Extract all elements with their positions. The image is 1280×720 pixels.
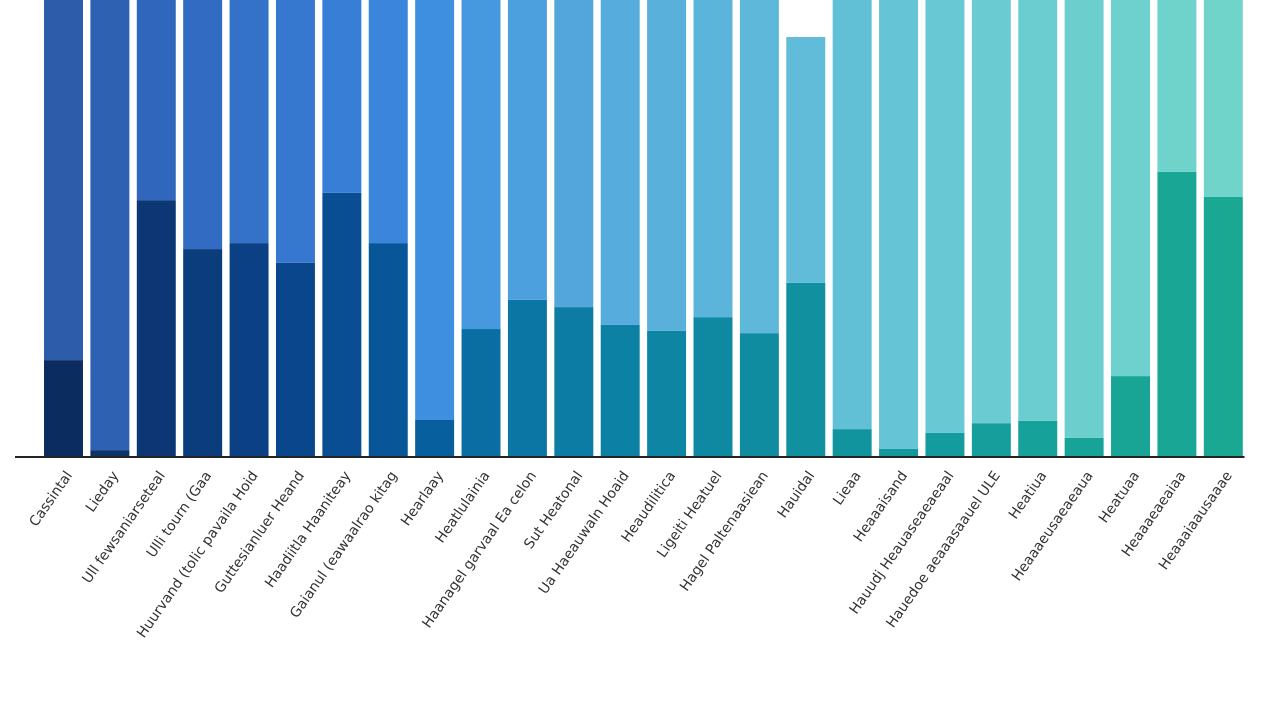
bar-segment <box>554 307 594 457</box>
bar-segment <box>461 0 501 330</box>
bar-segment <box>322 0 362 193</box>
bar-segment <box>739 0 779 334</box>
bar-segment <box>368 243 408 457</box>
bar-segment <box>275 0 315 263</box>
bar-segment <box>322 192 362 457</box>
bar-segment <box>832 429 872 457</box>
bar-segment <box>925 0 965 433</box>
bar-segment <box>1157 171 1197 457</box>
bar-segment <box>786 37 826 283</box>
bar-segment <box>1018 0 1058 421</box>
bar-segment <box>1157 0 1197 172</box>
bar-segment <box>183 249 223 457</box>
bar-segment <box>879 0 919 449</box>
bar-segment <box>229 243 269 457</box>
bar-segment <box>507 0 547 300</box>
bar-segment <box>600 0 640 325</box>
bar-segment <box>461 329 501 457</box>
bar-segment <box>600 324 640 457</box>
bar-segment <box>1018 420 1058 457</box>
bar-segment <box>739 333 779 457</box>
bar-segment <box>1203 196 1243 458</box>
bar-segment <box>879 448 919 457</box>
bar-segment <box>925 432 965 457</box>
bar-segment <box>1111 376 1151 457</box>
bar-segment <box>415 419 455 457</box>
bar-segment <box>507 299 547 457</box>
bar-segment <box>90 0 130 451</box>
bar-segment <box>44 360 83 457</box>
bar-segment <box>1111 0 1151 377</box>
bar-segment <box>1203 0 1243 197</box>
bar-segment <box>136 0 176 201</box>
bar-segment <box>554 0 594 308</box>
bar-segment <box>136 200 176 457</box>
bar-segment <box>1064 437 1104 457</box>
bar-segment <box>275 262 315 457</box>
bar-segment <box>971 423 1011 457</box>
bar-segment <box>44 0 83 361</box>
bar-segment <box>647 0 687 331</box>
bar-segment <box>183 0 223 250</box>
bar-segment <box>229 0 269 244</box>
bar-segment <box>415 0 455 420</box>
bar-segment <box>647 330 687 457</box>
bar-segment <box>693 0 733 318</box>
bar-segment <box>1064 0 1104 438</box>
bar-segment <box>786 282 826 457</box>
bar-segment <box>832 0 872 430</box>
bar-segment <box>971 0 1011 424</box>
bar-segment <box>90 450 130 457</box>
bar-segment <box>693 317 733 457</box>
bar-segment <box>368 0 408 244</box>
